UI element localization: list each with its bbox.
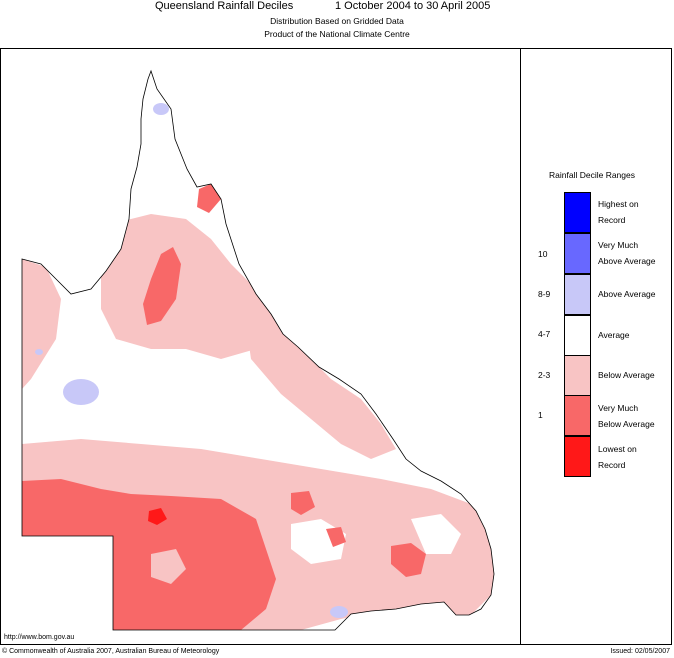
map-subtitle-2: Product of the National Climate Centre	[264, 29, 410, 39]
legend-label-average: Average	[598, 330, 630, 340]
legend-label-below-average: Below Average	[598, 370, 655, 380]
map-frame	[0, 48, 672, 645]
map-title-block: Queensland Rainfall Deciles 1 October 20…	[0, 0, 674, 46]
above-average-west-patch	[63, 379, 99, 405]
very-much-below-average-southwest	[22, 479, 276, 630]
lowest-on-record-patch	[148, 508, 167, 525]
above-average-south-patch	[330, 606, 348, 618]
legend-label-very-much-below-average: Very Much Below Average	[598, 403, 655, 429]
legend-swatch-lowest-on-record	[564, 436, 591, 477]
below-average-west-region	[22, 259, 61, 389]
legend-decile-2-3: 2-3	[538, 370, 551, 380]
bom-url: http://www.bom.gov.au	[4, 634, 75, 641]
legend-divider	[520, 48, 521, 645]
map-period: 1 October 2004 to 30 April 2005	[335, 0, 491, 12]
legend-swatch-above-average	[564, 274, 591, 315]
below-average-east-coast-region	[241, 289, 396, 459]
legend-swatch-very-much-below-average	[564, 395, 591, 436]
legend-swatch-below-average	[564, 355, 591, 396]
legend-decile-4-7: 4-7	[538, 329, 551, 339]
legend-decile-10: 10	[538, 249, 548, 259]
legend-label-lowest-on-record: Lowest on Record	[598, 444, 637, 470]
legend-swatch-average	[564, 315, 591, 356]
very-much-below-average-central-east-patch	[291, 491, 315, 515]
legend-label-above-average: Above Average	[598, 289, 656, 299]
below-average-central-region	[101, 214, 271, 359]
map-subtitle-1: Distribution Based on Gridded Data	[270, 16, 404, 26]
legend-swatch-highest-on-record	[564, 192, 591, 233]
issued-date: Issued: 02/05/2007	[610, 648, 670, 655]
above-average-small-west-patch	[35, 349, 43, 355]
copyright-notice: © Commonwealth of Australia 2007, Austra…	[2, 648, 220, 655]
legend-label-highest-on-record: Highest on Record	[598, 199, 639, 225]
legend-label-very-much-above-average: Very Much Above Average	[598, 240, 656, 266]
very-much-below-average-southeast-patch	[326, 527, 346, 547]
legend-title: Rainfall Decile Ranges	[549, 170, 635, 180]
queensland-outline	[21, 69, 495, 631]
legend-decile-1: 1	[538, 410, 543, 420]
queensland-decile-map	[21, 69, 495, 631]
above-average-north-patch	[153, 103, 169, 115]
legend-decile-8-9: 8-9	[538, 289, 551, 299]
very-much-below-average-east-patch	[391, 543, 426, 577]
below-average-pocket-southwest	[151, 549, 186, 584]
very-much-below-average-central-strip	[143, 247, 181, 325]
map-title: Queensland Rainfall Deciles	[155, 0, 294, 12]
average-southeast-pocket	[411, 514, 461, 554]
footer: © Commonwealth of Australia 2007, Austra…	[0, 648, 674, 658]
legend-swatch-very-much-above-average	[564, 233, 591, 274]
